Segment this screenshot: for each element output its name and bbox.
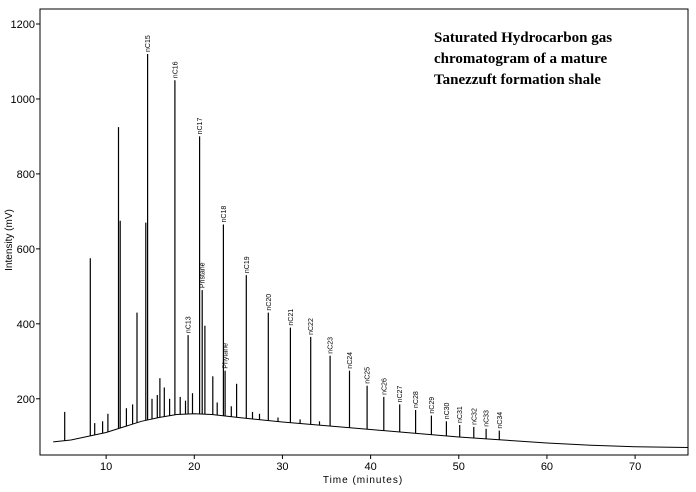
- baseline-trace: [53, 413, 689, 448]
- peak-label-nc13: nC13: [186, 316, 193, 333]
- peak-labels: nC15 nC16 nC13 nC17 Pristane nC18 Phytane nC19 n…: [145, 35, 504, 428]
- peak-label-nc20: nC20: [266, 294, 273, 311]
- y-tick-label: 800: [17, 169, 35, 181]
- annotation-line-1: Saturated Hydrocarbon gas: [434, 30, 612, 46]
- x-tick-label: 50: [453, 461, 465, 473]
- x-axis-title: Time (minutes): [323, 475, 403, 486]
- peak-label-nc22: nC22: [308, 318, 315, 335]
- peak-label-nc34: nC34: [497, 412, 504, 429]
- y-tick-label: 200: [17, 394, 35, 406]
- annotation-line-3: Tanezzuft formation shale: [434, 72, 601, 88]
- plot-frame: [39, 8, 689, 456]
- peak-label-nc15: nC15: [145, 35, 152, 52]
- y-tick-label: 400: [17, 319, 35, 331]
- peak-label-nc29: nC29: [429, 397, 436, 414]
- x-tick-label: 20: [188, 461, 200, 473]
- peak-label-nc31: nC31: [457, 406, 464, 423]
- peak-label-pristane: Pristane: [200, 262, 207, 288]
- y-axis-title: Intensity (mV): [4, 209, 15, 271]
- peak-label-nc23: nC23: [328, 337, 335, 354]
- peak-label-nc16: nC16: [172, 61, 179, 78]
- x-tick-label: 70: [629, 461, 641, 473]
- x-tick-label: 60: [541, 461, 553, 473]
- baseline-line: [53, 413, 689, 448]
- y-tick-label: 1000: [11, 94, 35, 106]
- peak-series: [64, 54, 500, 441]
- peak-label-nc19: nC19: [244, 256, 251, 273]
- plot-border: [39, 8, 689, 456]
- peak-label-nc32: nC32: [471, 408, 478, 425]
- peak-label-nc28: nC28: [413, 391, 420, 408]
- axes: 10 20 30 40 50 60 70 200 400 600 800 1000 1200: [11, 19, 642, 473]
- x-tick-label: 40: [364, 461, 376, 473]
- annotation-line-2: chromatogram of a mature: [434, 51, 607, 67]
- y-tick-label: 600: [17, 244, 35, 256]
- peak-label-nc26: nC26: [381, 378, 388, 395]
- peak-label-nc33: nC33: [484, 410, 491, 427]
- peak-label-phytane: Phytane: [223, 343, 230, 369]
- peak-label-nc24: nC24: [347, 352, 354, 369]
- x-tick-label: 10: [100, 461, 112, 473]
- y-tick-label: 1200: [11, 19, 35, 31]
- peak-label-nc17: nC17: [197, 118, 204, 135]
- peak-label-nc18: nC18: [221, 206, 228, 223]
- peak-label-nc27: nC27: [397, 386, 404, 403]
- peak-label-nc30: nC30: [444, 402, 451, 419]
- peak-label-nc21: nC21: [288, 309, 295, 326]
- x-tick-label: 30: [276, 461, 288, 473]
- peak-label-nc25: nC25: [365, 367, 372, 384]
